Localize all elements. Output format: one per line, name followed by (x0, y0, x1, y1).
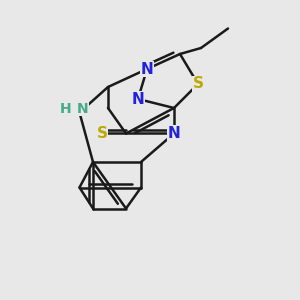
Text: S: S (97, 126, 107, 141)
Text: S: S (193, 76, 203, 92)
Text: N: N (168, 126, 180, 141)
Text: N: N (141, 61, 153, 76)
Text: N: N (77, 102, 88, 116)
Text: H: H (60, 102, 71, 116)
Text: N: N (132, 92, 144, 106)
